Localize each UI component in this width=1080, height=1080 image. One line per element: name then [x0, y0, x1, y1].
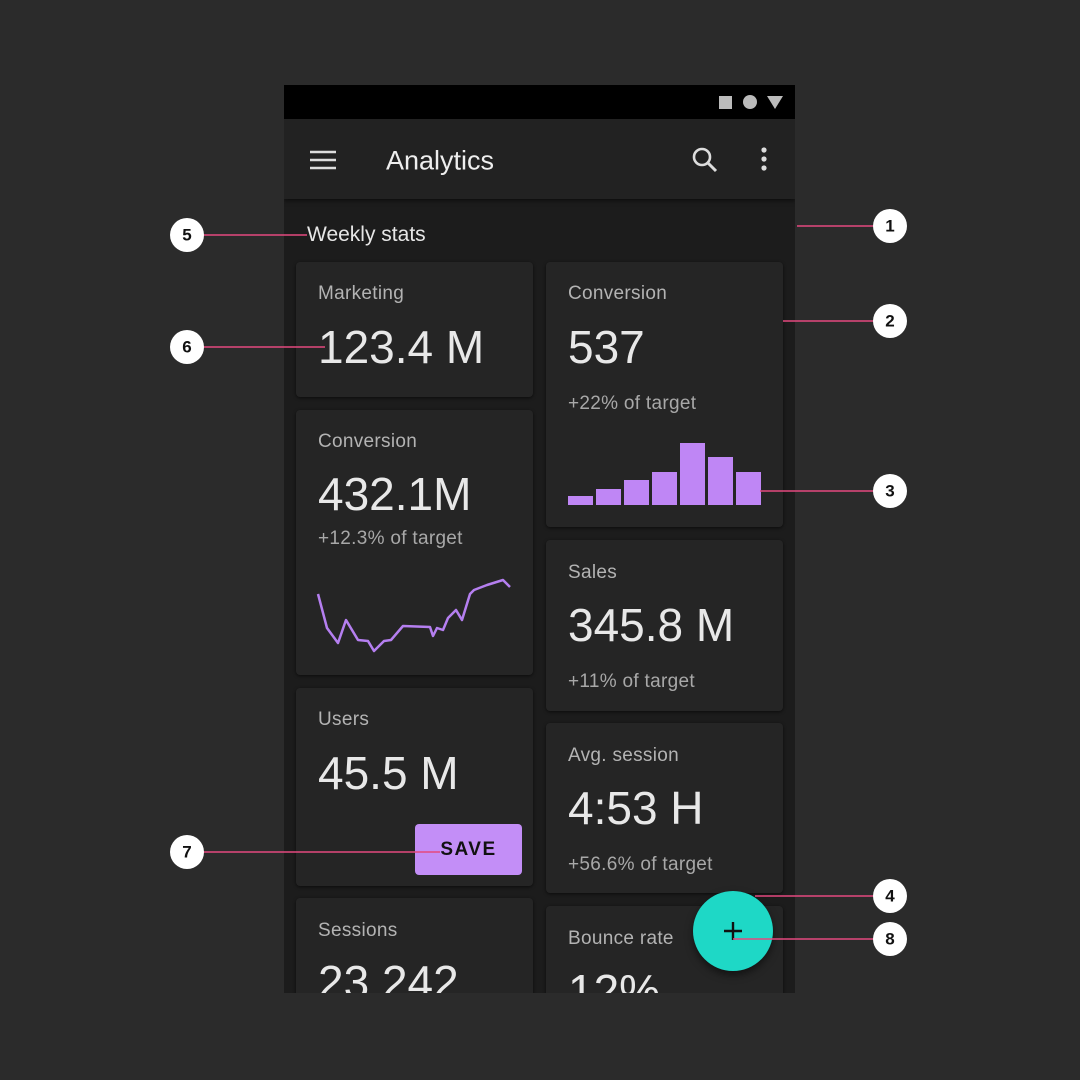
card-value: 123.4 M	[318, 321, 485, 373]
bar	[624, 480, 649, 505]
card-label: Bounce rate	[568, 928, 674, 949]
save-button[interactable]: SAVE	[415, 824, 522, 875]
callout-number: 8	[885, 930, 894, 949]
fab-button[interactable]	[693, 891, 773, 971]
sparkline-chart	[316, 578, 511, 653]
stat-card[interactable]: Sessions 23,242	[296, 898, 533, 993]
callout-badge	[873, 922, 907, 956]
card-label: Conversion	[318, 431, 418, 452]
card-target: +12.3% of target	[318, 528, 463, 549]
bar	[652, 472, 677, 505]
menu-icon[interactable]	[310, 150, 336, 170]
card-value: 23,242	[318, 956, 459, 993]
more-icon[interactable]	[761, 147, 767, 171]
card-label: Sales	[568, 562, 618, 583]
card-label: Marketing	[318, 283, 405, 304]
stat-card[interactable]: Conversion 537 +22% of target	[546, 262, 783, 527]
bar	[708, 457, 733, 505]
callout-badge	[170, 835, 204, 869]
card-label: Sessions	[318, 920, 398, 941]
callout-number: 4	[885, 887, 895, 906]
bar-chart	[568, 443, 761, 505]
callout-number: 7	[182, 843, 191, 862]
card-value: 537	[568, 321, 645, 373]
card-value: 345.8 M	[568, 599, 735, 651]
callout-badge	[170, 218, 204, 252]
status-icons	[719, 95, 783, 109]
bar	[568, 496, 593, 505]
stat-card[interactable]: Avg. session 4:53 H +56.6% of target	[546, 723, 783, 893]
callout-number: 1	[885, 217, 894, 236]
bar	[736, 472, 761, 505]
callout-number: 6	[182, 338, 191, 357]
section-title: Weekly stats	[307, 223, 426, 246]
status-bar	[284, 85, 795, 119]
app-bar: Analytics	[284, 119, 795, 199]
card-value: 45.5 M	[318, 747, 459, 799]
callout-number: 3	[885, 482, 894, 501]
callout-number: 2	[885, 312, 894, 331]
phone-screen: Analytics Weekly stats Marketing 123.4 M…	[284, 85, 795, 993]
callout-badge	[170, 330, 204, 364]
sparkline	[316, 578, 511, 653]
stat-card[interactable]: Conversion 432.1M +12.3% of target	[296, 410, 533, 675]
plus-icon	[724, 922, 742, 940]
stat-card[interactable]: Users 45.5 M SAVE	[296, 688, 533, 886]
app-title: Analytics	[386, 145, 495, 176]
search-icon[interactable]	[692, 147, 718, 173]
card-target: +22% of target	[568, 393, 697, 414]
stat-card[interactable]: Marketing 123.4 M	[296, 262, 533, 397]
callout-badge	[873, 879, 907, 913]
card-target: +56.6% of target	[568, 854, 713, 875]
callout-number: 5	[182, 226, 191, 245]
callout-badge	[873, 304, 907, 338]
card-label: Avg. session	[568, 745, 679, 766]
bar	[680, 443, 705, 505]
card-target: +11% of target	[568, 671, 695, 692]
callout-badge	[873, 474, 907, 508]
stat-card[interactable]: Sales 345.8 M +11% of target	[546, 540, 783, 711]
card-value: 432.1M	[318, 468, 472, 520]
card-value: 12%	[568, 965, 661, 993]
bar	[596, 489, 621, 505]
card-label: Conversion	[568, 283, 668, 304]
card-label: Users	[318, 709, 370, 730]
callout-badge	[873, 209, 907, 243]
app-bar-icons	[310, 147, 767, 173]
card-value: 4:53 H	[568, 782, 704, 834]
